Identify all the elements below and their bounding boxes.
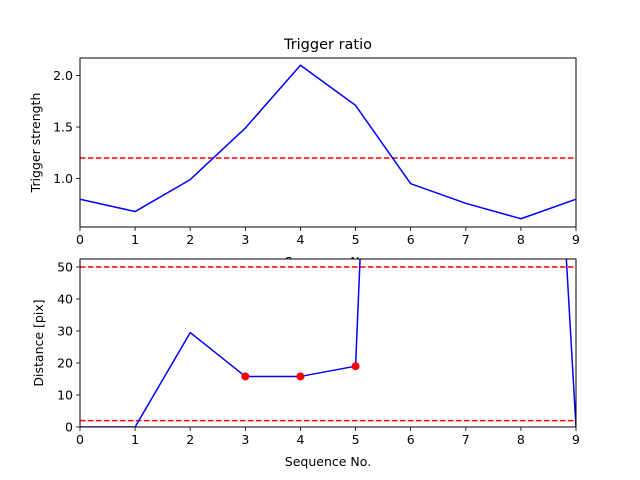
- x-tick-label: 0: [76, 232, 84, 247]
- plot-area: [80, 58, 576, 227]
- y-tick-label: 30: [57, 324, 73, 339]
- x-tick-label: 6: [407, 232, 415, 247]
- x-tick-label: 3: [241, 232, 249, 247]
- x-tick-label: 3: [241, 432, 249, 447]
- data-point-marker: [351, 362, 360, 371]
- x-tick-label: 9: [572, 232, 580, 247]
- y-tick-label: 1.0: [53, 171, 73, 186]
- y-axis-label: Distance [pix]: [31, 299, 46, 386]
- distance-subplot: Distance [pix] Sequence No. 0 1 2 3 4 5 6 7 8 9 0 1…: [31, 258, 580, 469]
- x-tick-label: 2: [186, 432, 194, 447]
- y-tick-label: 2.0: [53, 68, 73, 83]
- y-tick-label: 10: [57, 388, 73, 403]
- x-tick-label: 1: [131, 432, 139, 447]
- x-tick-label: 7: [462, 232, 470, 247]
- data-point-marker: [296, 372, 305, 381]
- x-tick-label: 5: [352, 432, 360, 447]
- x-tick-label: 8: [517, 432, 525, 447]
- x-tick-label: 8: [517, 232, 525, 247]
- y-tick-label: 0: [65, 420, 73, 435]
- x-tick-label: 1: [131, 232, 139, 247]
- x-tick-label: 7: [462, 432, 470, 447]
- axes-frame: [79, 258, 577, 428]
- series-line: [80, 64, 576, 220]
- plot-area: [80, 259, 576, 427]
- y-tick-label: 40: [57, 292, 73, 307]
- marks-layer: 0 1 2 3 4 5 6 7 8 9 1.0 1.5 2.0: [53, 64, 580, 247]
- x-axis-label: Sequence No.: [285, 454, 371, 469]
- trigger-ratio-subplot: Trigger ratio Trigger strength Sequence …: [28, 37, 580, 269]
- marks-layer: 0 1 2 3 4 5 6 7 8 9 0 10 20 30 40 50: [57, 259, 580, 447]
- y-axis-label: Trigger strength: [28, 93, 43, 194]
- x-tick-label: 0: [76, 432, 84, 447]
- y-tick-label: 20: [57, 356, 73, 371]
- x-tick-label: 2: [186, 232, 194, 247]
- y-tick-label: 1.5: [53, 120, 73, 135]
- x-tick-label: 6: [407, 432, 415, 447]
- chart-title: Trigger ratio: [283, 37, 372, 53]
- y-tick-label: 50: [57, 260, 73, 275]
- x-tick-label: 5: [352, 232, 360, 247]
- x-tick-label: 4: [296, 232, 304, 247]
- x-tick-label: 9: [572, 432, 580, 447]
- axes-frame: [79, 57, 577, 228]
- data-point-marker: [241, 372, 250, 381]
- x-tick-label: 4: [296, 432, 304, 447]
